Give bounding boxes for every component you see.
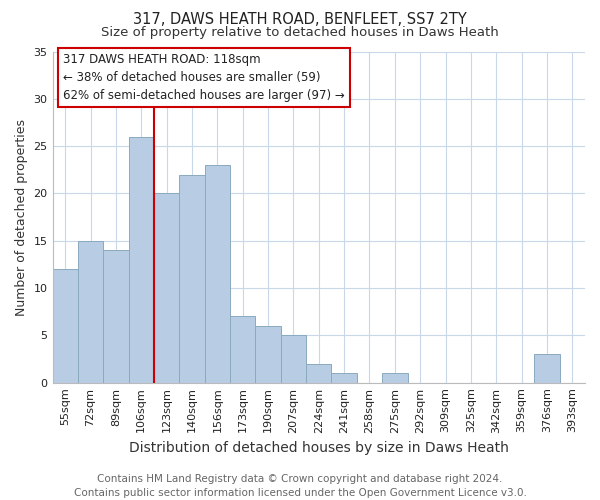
Bar [53, 269, 78, 382]
Bar [205, 165, 230, 382]
Bar [382, 373, 407, 382]
Text: 317, DAWS HEATH ROAD, BENFLEET, SS7 2TY: 317, DAWS HEATH ROAD, BENFLEET, SS7 2TY [133, 12, 467, 28]
Bar [78, 240, 103, 382]
Y-axis label: Number of detached properties: Number of detached properties [15, 118, 28, 316]
Bar [179, 174, 205, 382]
Bar [128, 136, 154, 382]
Bar [154, 194, 179, 382]
Bar [230, 316, 256, 382]
Text: Size of property relative to detached houses in Daws Heath: Size of property relative to detached ho… [101, 26, 499, 39]
Bar [534, 354, 560, 382]
X-axis label: Distribution of detached houses by size in Daws Heath: Distribution of detached houses by size … [129, 441, 509, 455]
Text: Contains HM Land Registry data © Crown copyright and database right 2024.
Contai: Contains HM Land Registry data © Crown c… [74, 474, 526, 498]
Bar [306, 364, 331, 382]
Bar [281, 336, 306, 382]
Bar [103, 250, 128, 382]
Bar [256, 326, 281, 382]
Bar [331, 373, 357, 382]
Text: 317 DAWS HEATH ROAD: 118sqm
← 38% of detached houses are smaller (59)
62% of sem: 317 DAWS HEATH ROAD: 118sqm ← 38% of det… [63, 53, 345, 102]
